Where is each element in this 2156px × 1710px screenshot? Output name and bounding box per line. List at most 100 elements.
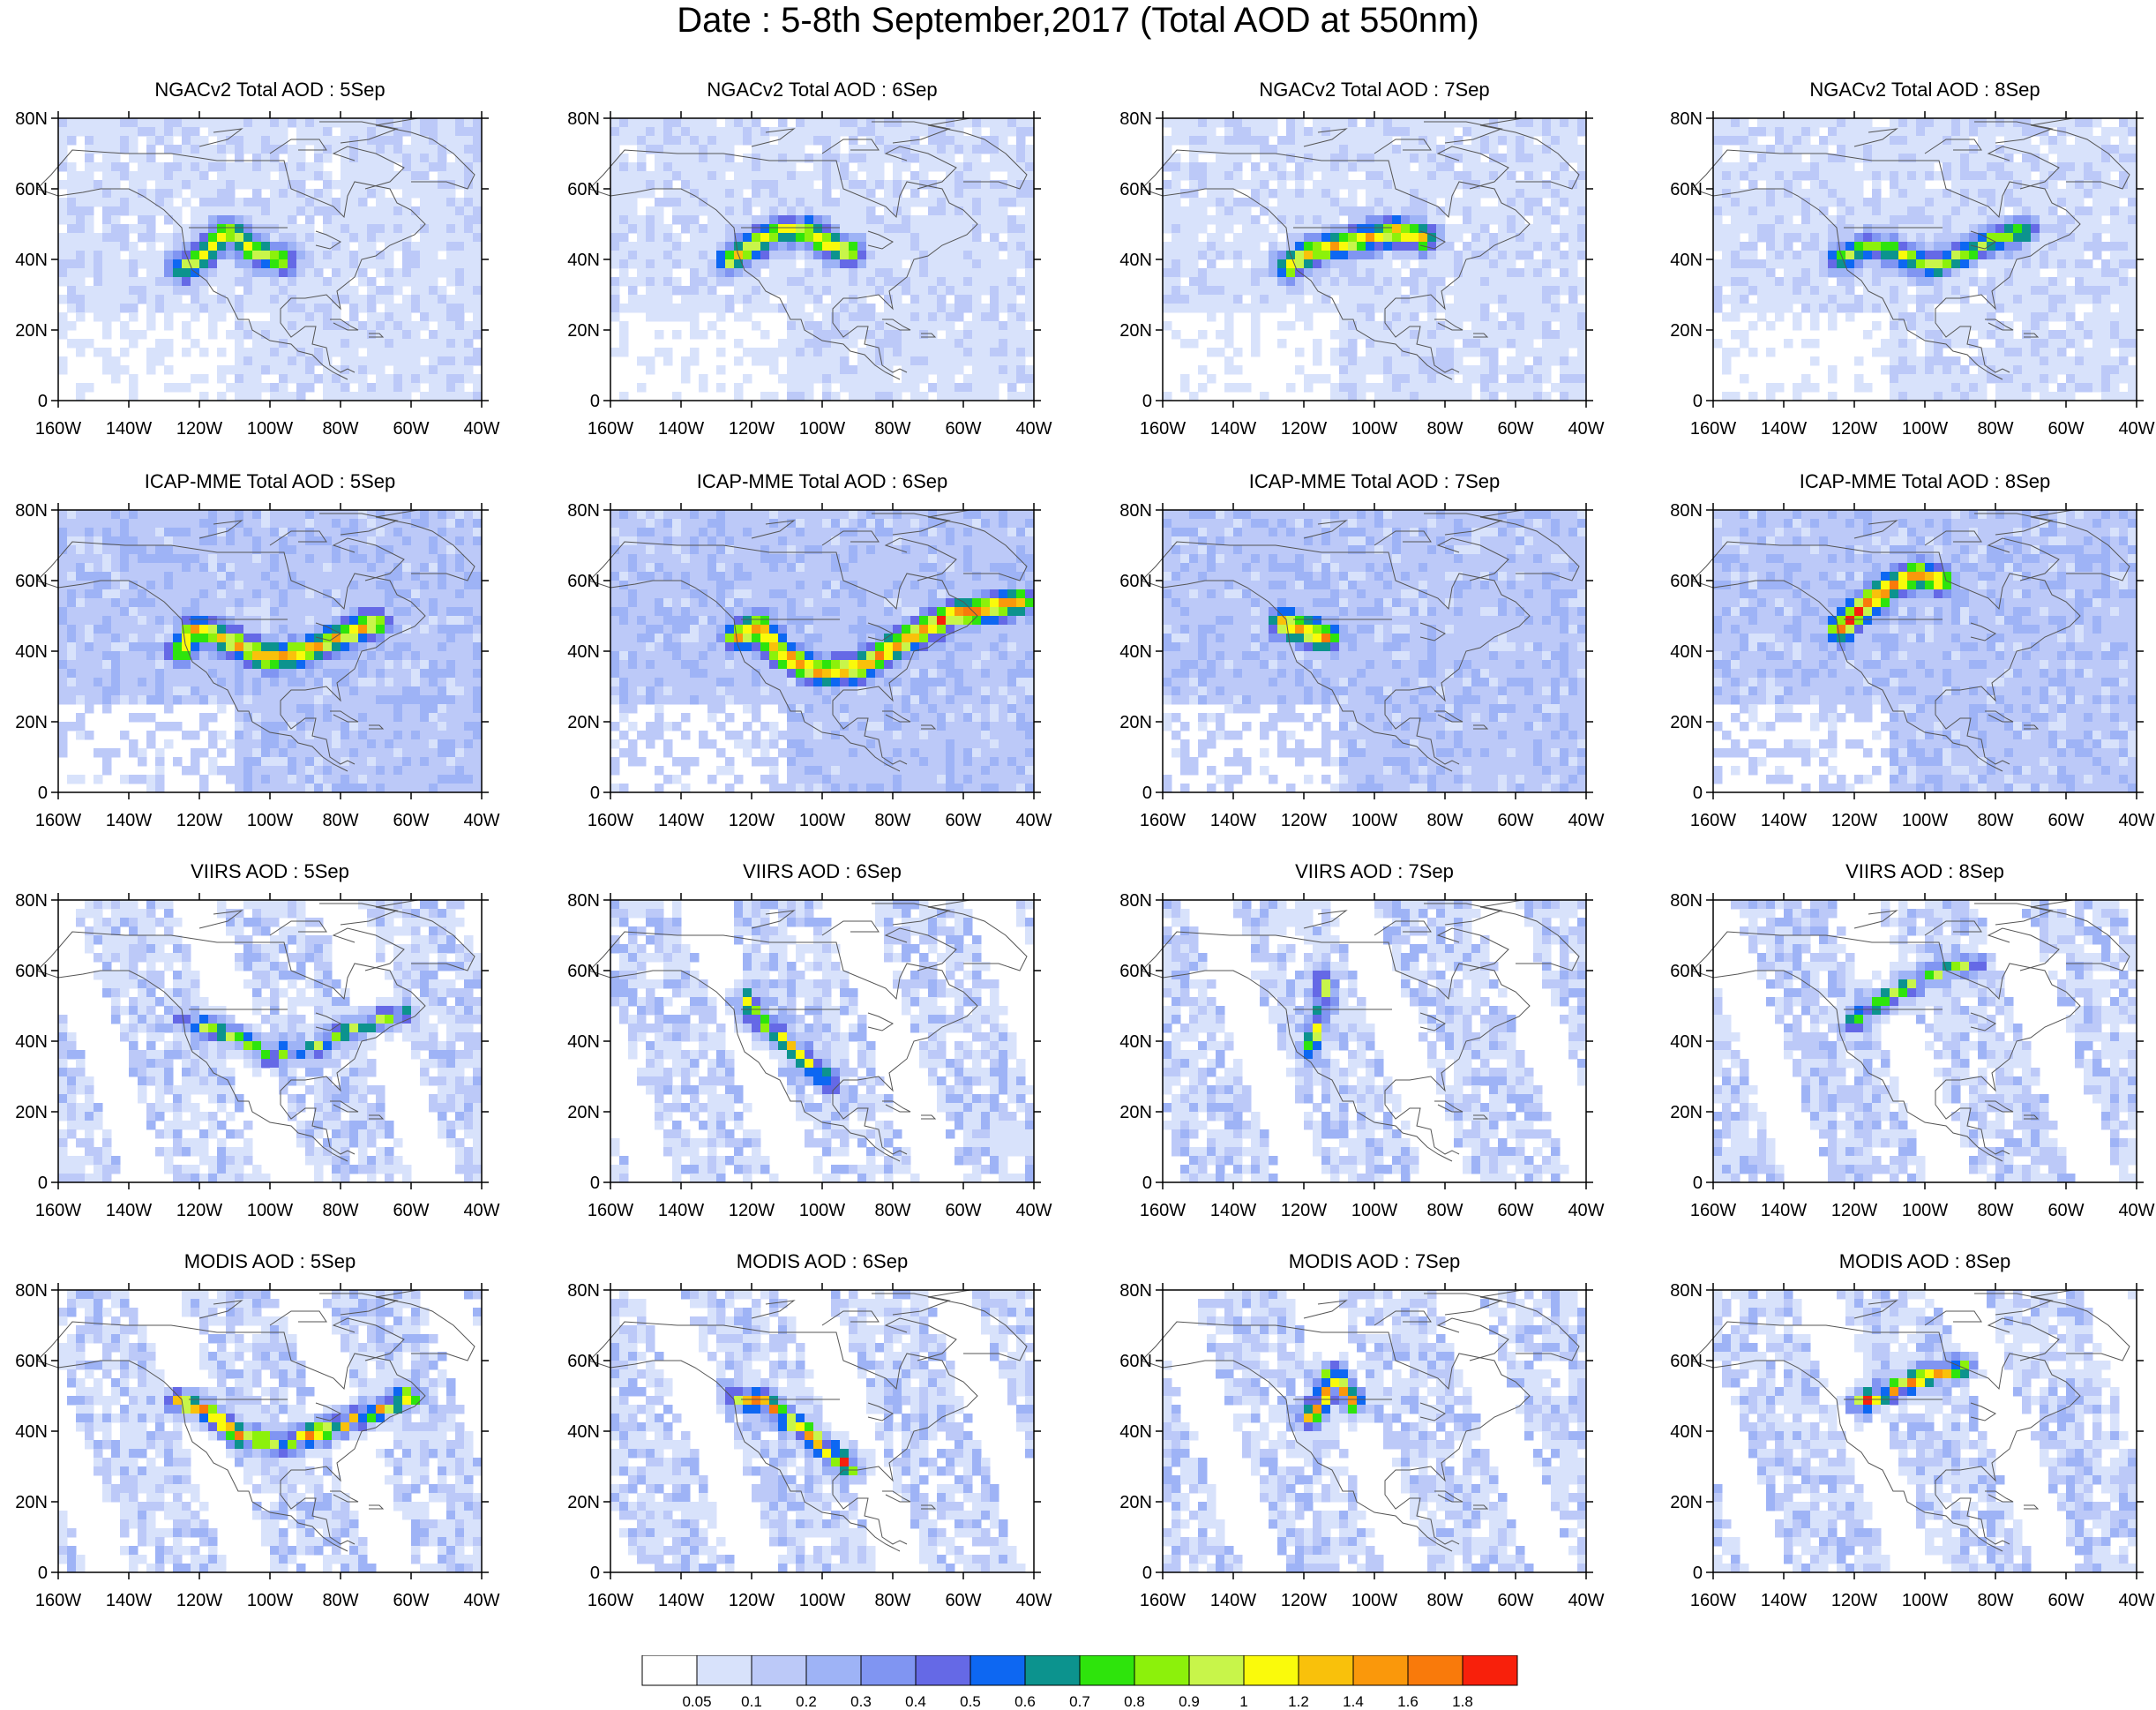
- colorbar-swatch: [969, 1655, 1026, 1686]
- lon-tick-label: 40W: [1568, 1591, 1604, 1610]
- coastline: [332, 537, 405, 581]
- coastline: [1853, 910, 1898, 929]
- colorbar-swatch: [1407, 1655, 1464, 1686]
- lat-tick-label: 40N: [1670, 642, 1703, 662]
- lon-tick-label: 80W: [1426, 419, 1463, 439]
- lon-tick-label: 160W: [35, 1201, 81, 1220]
- colorbar-label: 0.8: [1124, 1693, 1145, 1710]
- lat-tick-label: 80N: [15, 109, 48, 129]
- lon-tick-label: 100W: [247, 1201, 293, 1220]
- map-panel: VIIRS AOD : 8Sep 80N 60N 40N 20N 0 160W 140W 120…: [1655, 859, 2156, 1239]
- colorbar-label: 0.1: [741, 1693, 762, 1710]
- lon-tick-label: 100W: [1902, 1201, 1948, 1220]
- colorbar-swatch: [1079, 1655, 1135, 1686]
- lon-tick-label: 100W: [1351, 419, 1397, 439]
- lat-tick-label: 20N: [15, 713, 48, 732]
- coastline: [1424, 1293, 1503, 1316]
- coastline: [1691, 1360, 2003, 1552]
- lat-tick-label: 40N: [1119, 1422, 1152, 1442]
- coastline: [1303, 520, 1348, 539]
- coastline: [921, 724, 937, 730]
- panel-title: MODIS AOD : 8Sep: [1838, 1250, 2011, 1272]
- lon-tick-label: 140W: [658, 1201, 704, 1220]
- coastline: [588, 931, 978, 1155]
- coastline: [867, 1402, 894, 1421]
- aod-map: 80N 60N 40N 20N 0 160W 140W 120W 100W 80W 60W 40W: [1670, 501, 2154, 830]
- panel-title: ICAP-MME Total AOD : 7Sep: [1248, 470, 1501, 492]
- lon-tick-label: 100W: [1902, 811, 1948, 830]
- lon-tick-label: 80W: [1977, 1201, 2013, 1220]
- lon-tick-label: 60W: [2047, 811, 2084, 830]
- lon-tick-label: 80W: [1977, 419, 2013, 439]
- coastline: [1970, 622, 1996, 641]
- colorbar-label: 0.05: [682, 1693, 711, 1710]
- lon-tick-label: 140W: [658, 1591, 704, 1610]
- lon-tick-label: 40W: [1015, 1201, 1052, 1220]
- lon-tick-label: 60W: [945, 419, 981, 439]
- colorbar-swatch: [805, 1655, 862, 1686]
- coastline: [1473, 724, 1489, 730]
- lat-tick-label: 80N: [15, 501, 48, 521]
- coastline: [1436, 927, 1509, 971]
- lon-tick-label: 160W: [35, 419, 81, 439]
- lat-tick-label: 20N: [15, 1103, 48, 1122]
- coastline: [1141, 541, 1531, 765]
- lon-tick-label: 160W: [35, 811, 81, 830]
- lon-tick-label: 100W: [799, 1591, 845, 1610]
- coastline: [1141, 188, 1453, 380]
- lat-tick-label: 60N: [1670, 180, 1703, 199]
- aod-map: 80N 60N 40N 20N 0 160W 140W 120W 100W 80W 60W 40W: [15, 109, 499, 439]
- aod-map: 80N 60N 40N 20N 0 160W 140W 120W 100W 80W 60W 40W: [1670, 891, 2154, 1220]
- lat-tick-label: 40N: [15, 642, 48, 662]
- lat-tick-label: 0: [1693, 1564, 1703, 1583]
- coastline: [1424, 903, 1503, 926]
- coastline: [1434, 710, 1464, 723]
- lat-tick-label: 40N: [1670, 251, 1703, 270]
- lon-tick-label: 80W: [1426, 811, 1463, 830]
- lon-tick-label: 140W: [106, 1201, 152, 1220]
- coastline: [36, 580, 348, 772]
- panel-title: VIIRS AOD : 7Sep: [1295, 860, 1454, 882]
- coastline: [1987, 537, 2060, 581]
- coastline: [1853, 128, 1898, 147]
- colorbar-swatch: [1024, 1655, 1081, 1686]
- coastline: [1691, 970, 2003, 1162]
- lon-tick-label: 80W: [874, 1201, 910, 1220]
- coastline: [588, 1321, 978, 1545]
- colorbar-swatch: [751, 1655, 807, 1686]
- coastline: [1924, 1310, 1982, 1326]
- lat-tick-label: 20N: [15, 321, 48, 341]
- coastline: [36, 1321, 426, 1545]
- panel-title: NGACv2 Total AOD : 5Sep: [154, 79, 386, 101]
- lon-tick-label: 80W: [322, 811, 358, 830]
- lon-tick-label: 120W: [729, 419, 775, 439]
- lat-tick-label: 40N: [1119, 251, 1152, 270]
- lat-tick-label: 80N: [1670, 1281, 1703, 1301]
- coastline: [1691, 580, 2003, 772]
- coastline: [1853, 1300, 1898, 1319]
- coastline: [882, 319, 911, 331]
- coastline: [2024, 1504, 2040, 1510]
- lon-tick-label: 40W: [1568, 811, 1604, 830]
- coastline: [1974, 513, 2054, 536]
- coastline: [36, 931, 426, 1155]
- coastline: [882, 1100, 911, 1113]
- lon-tick-label: 140W: [1761, 1201, 1807, 1220]
- lat-tick-label: 40N: [1119, 642, 1152, 662]
- coastline: [1419, 1012, 1446, 1031]
- lon-tick-label: 140W: [1210, 1591, 1256, 1610]
- lon-tick-label: 60W: [945, 811, 981, 830]
- map-panel: ICAP-MME Total AOD : 6Sep 80N 60N 40N 20N 0 16…: [552, 469, 1099, 849]
- lat-tick-label: 20N: [567, 713, 600, 732]
- lat-tick-label: 60N: [567, 572, 600, 591]
- coastline: [330, 1490, 359, 1503]
- colorbar-label: 1: [1239, 1693, 1247, 1710]
- lon-tick-label: 160W: [1140, 419, 1186, 439]
- coastline: [2024, 1114, 2040, 1120]
- coastline: [332, 146, 405, 190]
- lon-tick-label: 120W: [176, 419, 222, 439]
- aod-map: 80N 60N 40N 20N 0 160W 140W 120W 100W 80W 60W 40W: [567, 1281, 1052, 1610]
- coastline: [872, 121, 951, 144]
- coastline: [315, 230, 341, 250]
- coastline: [872, 903, 951, 926]
